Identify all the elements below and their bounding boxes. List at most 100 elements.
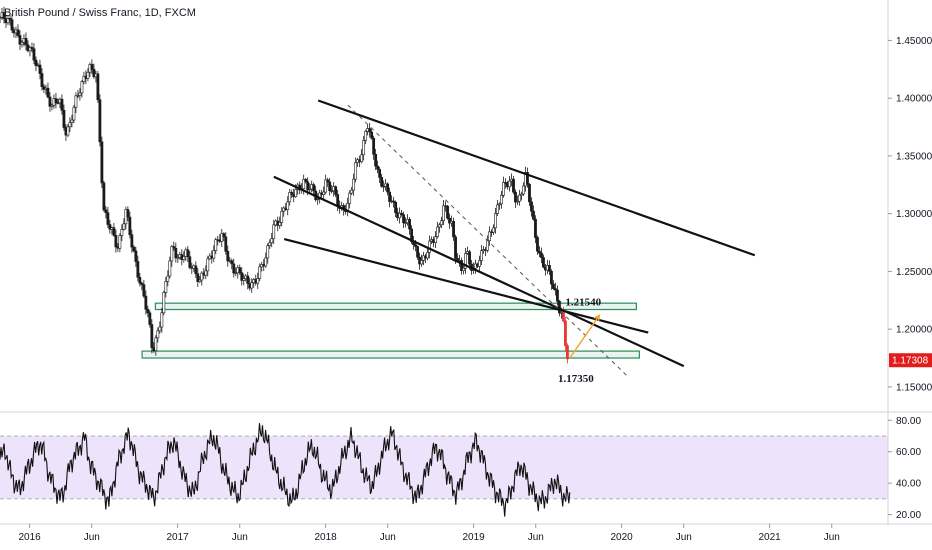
candle-body: [146, 308, 150, 314]
candle-body: [368, 128, 372, 133]
candle-body: [322, 191, 326, 195]
candle-body: [538, 250, 541, 254]
candle-body: [488, 231, 491, 242]
candle-body: [194, 265, 198, 275]
candle-body: [392, 200, 396, 203]
candle-body: [150, 324, 154, 348]
x-tick-label: 2019: [462, 532, 485, 543]
candle-body: [312, 184, 316, 192]
candle-body: [46, 87, 50, 98]
candle-body: [240, 272, 244, 281]
candle-body: [520, 193, 523, 196]
candles-layer: [0, 6, 569, 364]
candle-body: [404, 222, 407, 224]
candle-body: [154, 337, 158, 351]
x-tick-label: Jun: [232, 532, 248, 543]
candle-body: [278, 222, 282, 226]
rsi-y-tick-label: 60.00: [896, 447, 921, 458]
candle-body: [414, 244, 417, 247]
candle-body: [198, 279, 202, 282]
candle-body: [398, 212, 402, 219]
candle-body: [542, 257, 545, 268]
candle-body: [554, 288, 557, 291]
candle-body: [508, 180, 511, 188]
candle-body: [486, 240, 489, 251]
y-tick-label: 1.40000: [896, 94, 932, 105]
candle-body: [522, 185, 525, 195]
candle-body: [372, 137, 376, 155]
zones-layer: [141, 302, 640, 359]
candle-body: [370, 131, 374, 139]
candle-body: [80, 81, 84, 94]
candle-body: [134, 250, 138, 262]
candle-body: [16, 29, 20, 36]
candle-body: [498, 203, 501, 206]
last-price-label: 1.17308: [892, 356, 929, 367]
candle-body: [28, 47, 32, 52]
candle-body: [130, 234, 134, 248]
candle-body: [8, 18, 12, 21]
candle-body: [266, 245, 270, 259]
candle-body: [438, 224, 441, 228]
candle-body: [142, 284, 146, 297]
candle-body: [82, 75, 86, 82]
candle-body: [452, 221, 455, 238]
candle-body: [464, 253, 467, 269]
candle-body: [534, 218, 537, 238]
candle-body: [74, 95, 78, 108]
support-zone: [154, 302, 637, 311]
candle-body: [436, 226, 439, 237]
candle-body: [212, 250, 216, 259]
candle-body: [76, 95, 80, 97]
candle-body: [468, 251, 471, 265]
price-annotation: 1.21540: [565, 296, 601, 308]
candle-body: [166, 275, 170, 282]
candle-body: [268, 242, 272, 247]
candle-body: [230, 260, 234, 265]
candle-body: [446, 205, 449, 219]
candle-body: [536, 237, 539, 252]
candle-body: [502, 182, 505, 196]
candle-body: [552, 283, 555, 289]
candle-body: [112, 227, 116, 236]
candle-body: [270, 238, 274, 244]
candle-body: [136, 261, 140, 278]
y-tick-label: 1.25000: [896, 267, 932, 278]
candle-body: [426, 252, 429, 259]
candle-body: [302, 179, 306, 190]
rsi-y-tick-label: 40.00: [896, 479, 921, 490]
candle-body: [478, 260, 481, 267]
candle-body: [530, 201, 533, 212]
candle-body: [122, 223, 126, 230]
candle-body: [374, 153, 378, 167]
candle-body: [376, 165, 380, 170]
candle-body: [380, 177, 384, 187]
candle-body: [34, 59, 38, 66]
candle-body: [460, 260, 463, 271]
candle-body: [454, 236, 457, 259]
candle-body: [246, 275, 250, 284]
candle-body: [92, 68, 96, 78]
candle-body: [316, 198, 320, 201]
candle-body: [480, 250, 483, 261]
candle-body: [364, 130, 368, 141]
candle-body: [326, 179, 330, 183]
candle-body: [442, 205, 445, 221]
projection-arrow: [569, 314, 600, 359]
candle-body: [86, 71, 90, 79]
candle-body: [258, 266, 262, 279]
candle-body: [108, 224, 112, 230]
candle-body: [140, 282, 144, 285]
projection-arrowhead: [593, 313, 601, 322]
candle-body: [304, 179, 308, 183]
candle-body: [386, 183, 390, 193]
candle-body: [328, 181, 332, 191]
candle-body: [118, 235, 122, 249]
candle-body: [528, 184, 531, 203]
candle-body: [350, 189, 354, 194]
x-tick-label: 2017: [166, 532, 189, 543]
candle-body: [200, 272, 204, 281]
x-tick-label: 2021: [758, 532, 781, 543]
